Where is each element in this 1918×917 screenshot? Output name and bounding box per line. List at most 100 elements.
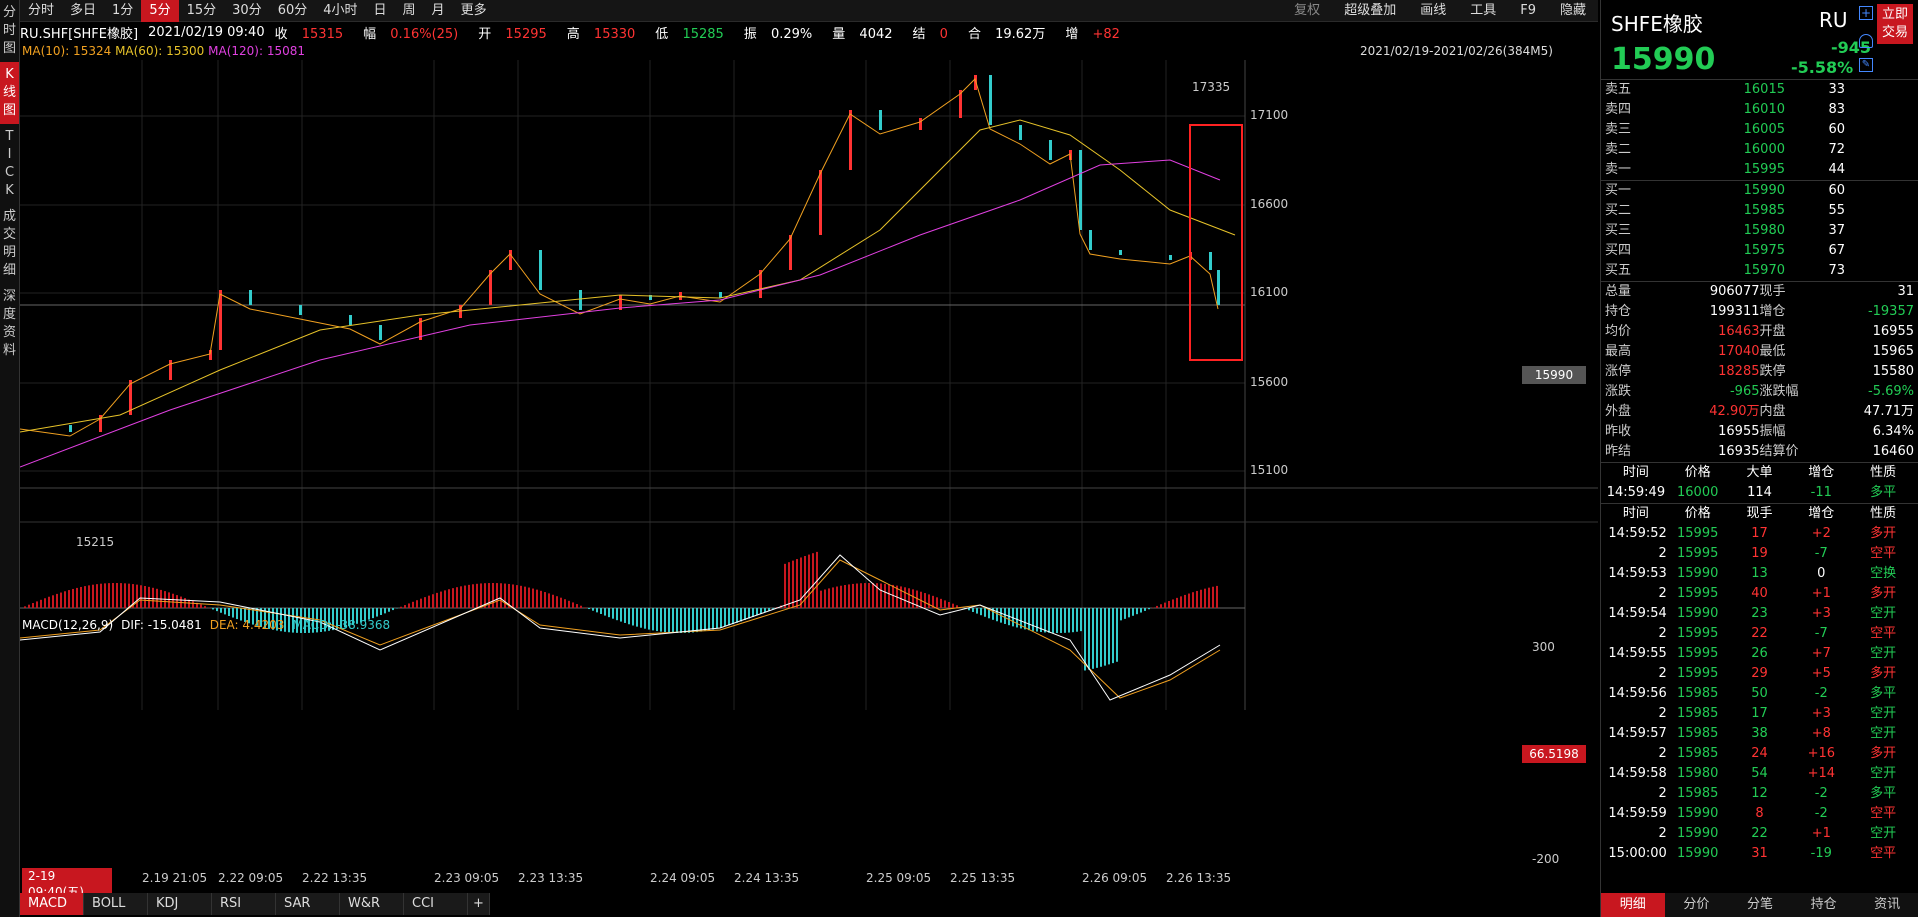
ask-row: 卖五 16015 33 (1601, 80, 1918, 100)
period-7[interactable]: 4小时 (323, 2, 358, 18)
candle (219, 290, 222, 350)
macd-bar (692, 608, 694, 633)
big-hdr-cell: 增仓 (1808, 465, 1835, 480)
bell-icon[interactable] (1859, 34, 1873, 48)
candle (209, 350, 212, 360)
macd-bar (1020, 608, 1022, 629)
macd-bar (1192, 592, 1194, 608)
stat-cell: 总量 (1605, 284, 1632, 299)
big-hdr-cell: 价格 (1684, 465, 1711, 480)
macd-bar (232, 608, 234, 618)
period-4[interactable]: 15分 (186, 2, 217, 18)
period-8[interactable]: 日 (373, 2, 387, 18)
stat-row: 均价 16463 开盘 16955 (1601, 322, 1918, 342)
macd-bar (228, 608, 230, 616)
detail-tab-3[interactable]: 持仓 (1810, 897, 1837, 912)
bid-row-cell: 买二 (1605, 203, 1632, 218)
macd-bar (24, 606, 26, 608)
macd-bar (588, 608, 590, 610)
macd-bar (144, 586, 146, 608)
macd-bar (888, 584, 890, 608)
macd-bar (940, 598, 942, 608)
edit-icon[interactable]: ✎ (1859, 58, 1873, 72)
stat-cell: 42.90万 (1709, 404, 1760, 419)
macd-bar (1044, 608, 1046, 633)
tool-5[interactable]: 隐藏 (1559, 2, 1586, 18)
indicator-tab-boll[interactable]: BOLL (84, 893, 148, 915)
tick-cell: 空开 (1870, 706, 1897, 721)
add-icon[interactable]: + (1859, 6, 1873, 20)
detail-tab-4[interactable]: 资讯 (1874, 897, 1901, 912)
x-label: 2.26 09:05 (1082, 871, 1148, 885)
macd-bar (672, 608, 674, 633)
macd-bar (1076, 608, 1078, 632)
period-6[interactable]: 60分 (277, 2, 308, 18)
macd-bar (996, 608, 998, 622)
macd-bar (1208, 587, 1210, 608)
trade-now-button[interactable]: 立即交易 (1877, 4, 1913, 44)
macd-bar (696, 608, 698, 633)
close-value: 15315 (301, 26, 344, 42)
indicator-tab-cci[interactable]: CCI (404, 893, 468, 915)
macd-bar (952, 603, 954, 608)
tool-2[interactable]: 画线 (1420, 2, 1447, 18)
macd-bar (308, 608, 310, 633)
stat-cell: 振幅 (1759, 424, 1786, 439)
period-0[interactable]: 分时 (28, 2, 55, 18)
tool-1[interactable]: 超级叠加 (1344, 2, 1397, 18)
stat-cell: 18285 (1718, 364, 1760, 379)
macd-bar (116, 583, 118, 608)
bid-row: 买五 15970 73 (1601, 261, 1918, 281)
macd-bar (424, 597, 426, 608)
bid-row-cell: 67 (1828, 243, 1845, 258)
candle (974, 75, 977, 90)
macd-bar (32, 603, 34, 608)
period-2[interactable]: 1分 (112, 2, 134, 18)
indicator-tab-w&r[interactable]: W&R (340, 893, 404, 915)
indicator-tab-kdj[interactable]: KDJ (148, 893, 212, 915)
tick-cell: +7 (1811, 646, 1831, 661)
macd-bar (880, 583, 882, 608)
view-4[interactable]: 深度资料 (2, 289, 16, 358)
macd-bar (972, 608, 974, 612)
indicator-tab-macd[interactable]: MACD (20, 893, 84, 915)
tick-row: 2 15995 40 +1 多开 (1601, 584, 1918, 604)
period-1[interactable]: 多日 (70, 2, 97, 18)
period-11[interactable]: 更多 (460, 2, 487, 18)
period-5[interactable]: 30分 (232, 2, 262, 18)
ask-row-cell: 卖二 (1605, 142, 1632, 157)
period-3[interactable]: 5分 (141, 0, 179, 22)
period-9[interactable]: 周 (402, 2, 416, 18)
detail-tab-0[interactable]: 明细 (1601, 893, 1665, 917)
view-0[interactable]: 分时图 (2, 5, 16, 56)
tick-hdr-cell: 价格 (1684, 506, 1711, 521)
macd-bar (604, 608, 606, 616)
macd-bar (1176, 597, 1178, 608)
macd-bar (632, 608, 634, 626)
kline-chart[interactable] (20, 60, 1598, 890)
tool-3[interactable]: 工具 (1470, 2, 1497, 18)
indicator-tab-sar[interactable]: SAR (276, 893, 340, 915)
detail-tab-1[interactable]: 分价 (1683, 897, 1710, 912)
period-10[interactable]: 月 (431, 2, 445, 18)
tool-4[interactable]: F9 (1520, 2, 1536, 18)
macd-bar (636, 608, 638, 627)
indicator-tab-rsi[interactable]: RSI (212, 893, 276, 915)
y-label: 16100 (1250, 285, 1289, 299)
macd-bar (624, 608, 626, 623)
macd-bar (1216, 585, 1218, 608)
detail-tab-2[interactable]: 分笔 (1746, 897, 1773, 912)
macd-bar (932, 595, 934, 608)
tick-cell: 空开 (1870, 826, 1897, 841)
view-3[interactable]: 成交明细 (2, 209, 16, 278)
add-indicator-icon[interactable]: + (468, 893, 490, 915)
y-label: 17100 (1250, 108, 1289, 122)
macd-bar (496, 583, 498, 608)
tool-0[interactable]: 复权 (1294, 2, 1321, 18)
macd-bar (1180, 596, 1182, 608)
macd-bar (1132, 608, 1134, 616)
macd-bar (552, 594, 554, 608)
macd-bar (1036, 608, 1038, 632)
